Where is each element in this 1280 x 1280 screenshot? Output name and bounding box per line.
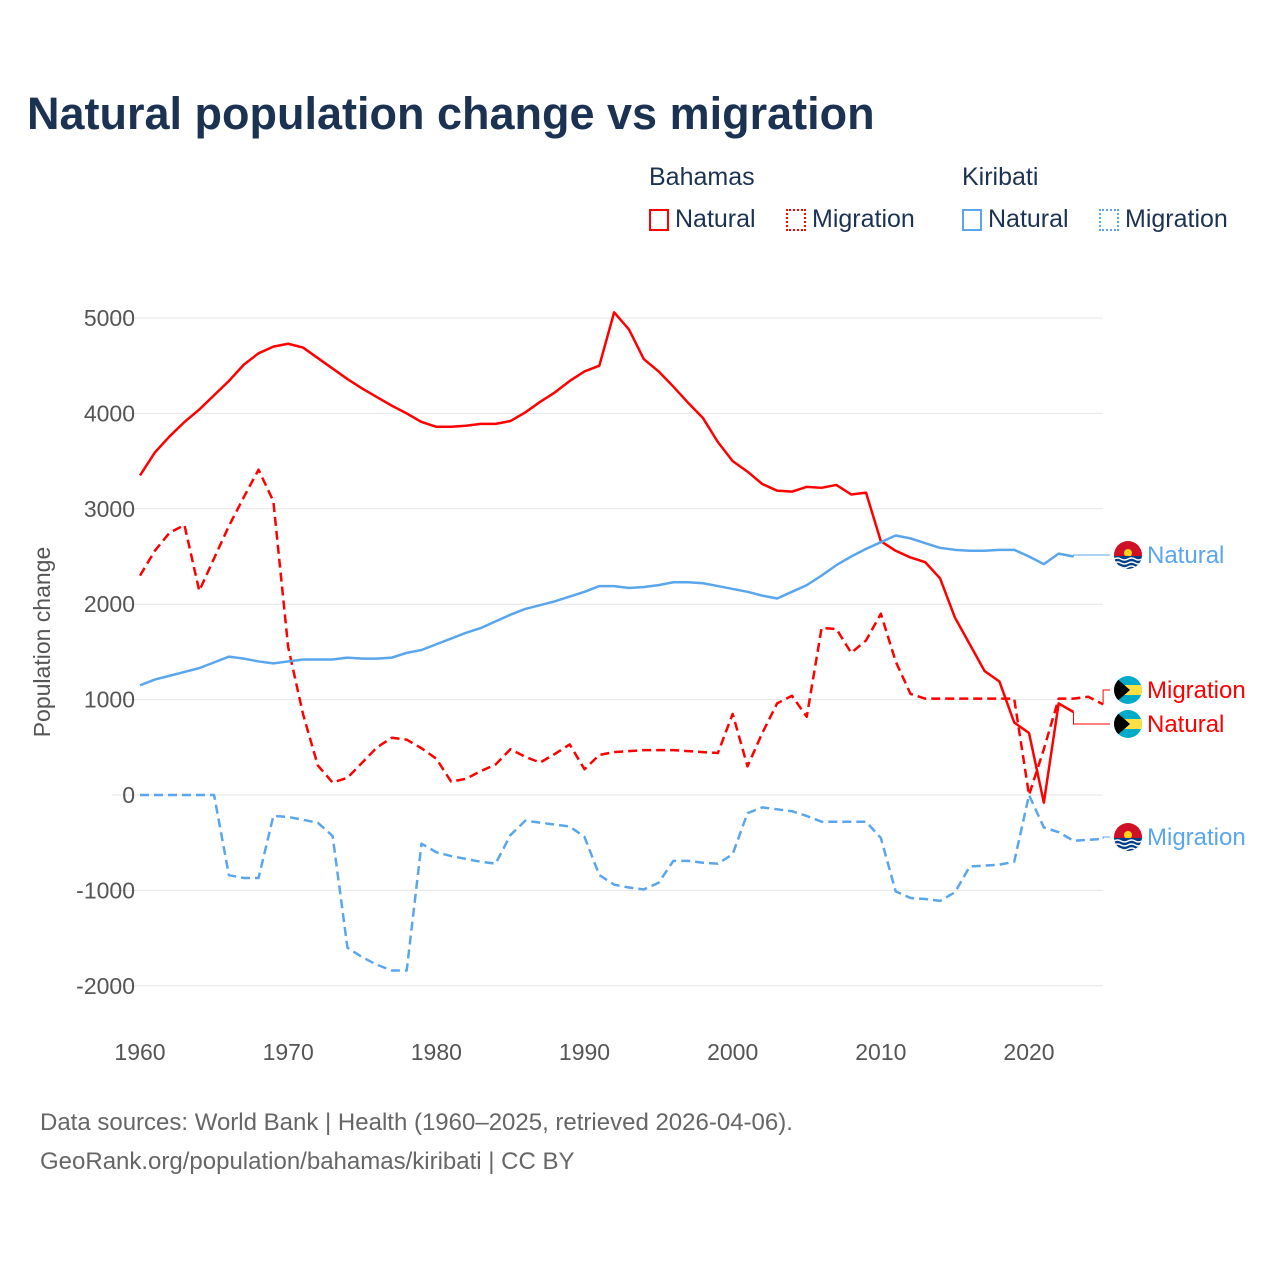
chart-title: Natural population change vs migration	[27, 88, 875, 139]
end-label-kiribati-natural: Natural	[1147, 542, 1224, 569]
legend-label: Natural	[675, 205, 756, 233]
footer-credit: GeoRank.org/population/bahamas/kiribati …	[40, 1148, 575, 1175]
y-axis-label: Population change	[29, 547, 55, 738]
legend-swatch-solid-blue	[962, 208, 982, 231]
x-tick-label: 2020	[1003, 1039, 1054, 1065]
end-label-kiribati-migration: Migration	[1147, 824, 1246, 851]
y-tick-label: 4000	[84, 400, 135, 426]
bahamas-flag-icon	[1114, 676, 1142, 704]
legend-swatch-dotted-red	[786, 208, 806, 231]
y-tick-label: 0	[122, 782, 135, 808]
y-tick-label: 3000	[84, 496, 135, 522]
kiribati-flag-icon	[1114, 823, 1142, 851]
legend-group-bahamas: Bahamas	[649, 163, 755, 191]
x-tick-label: 1960	[114, 1039, 165, 1065]
series-line-kiribati-natural	[139, 534, 1074, 687]
legend-bahamas-natural[interactable]: Natural	[649, 205, 756, 234]
series-line-bahamas-natural	[138, 311, 1075, 804]
x-tick-label: 1990	[559, 1039, 610, 1065]
y-tick-label: -2000	[76, 973, 135, 999]
x-tick-label: 1970	[263, 1039, 314, 1065]
y-tick-label: 1000	[84, 687, 135, 713]
end-label-bahamas-migration: Migration	[1147, 677, 1246, 704]
label-connector	[1072, 554, 1110, 557]
legend-kiribati-migration[interactable]: Migration	[1099, 205, 1228, 234]
legend-label: Migration	[1125, 205, 1228, 233]
label-connector	[1102, 836, 1110, 839]
bahamas-flag-icon	[1114, 710, 1142, 738]
legend-swatch-solid-red	[649, 208, 669, 231]
x-tick-label: 2000	[707, 1039, 758, 1065]
legend-kiribati-natural[interactable]: Natural	[962, 205, 1069, 234]
x-tick-label: 2010	[855, 1039, 906, 1065]
label-connector	[1102, 689, 1110, 705]
legend-label: Natural	[988, 205, 1069, 233]
legend-group-kiribati: Kiribati	[962, 163, 1039, 191]
footer-sources: Data sources: World Bank | Health (1960–…	[40, 1109, 793, 1136]
y-tick-label: 2000	[84, 591, 135, 617]
legend-swatch-dotted-blue	[1099, 208, 1119, 231]
y-tick-label: -1000	[76, 877, 135, 903]
y-tick-label: 5000	[84, 305, 135, 331]
legend-label: Migration	[812, 205, 915, 233]
end-label-bahamas-natural: Natural	[1147, 711, 1224, 738]
legend-bahamas-migration[interactable]: Migration	[786, 205, 915, 234]
x-tick-label: 1980	[411, 1039, 462, 1065]
series-line-kiribati-migration	[140, 793, 1104, 972]
label-connector	[1072, 712, 1110, 725]
series-line-bahamas-migration	[138, 468, 1104, 797]
kiribati-flag-icon	[1114, 541, 1142, 569]
